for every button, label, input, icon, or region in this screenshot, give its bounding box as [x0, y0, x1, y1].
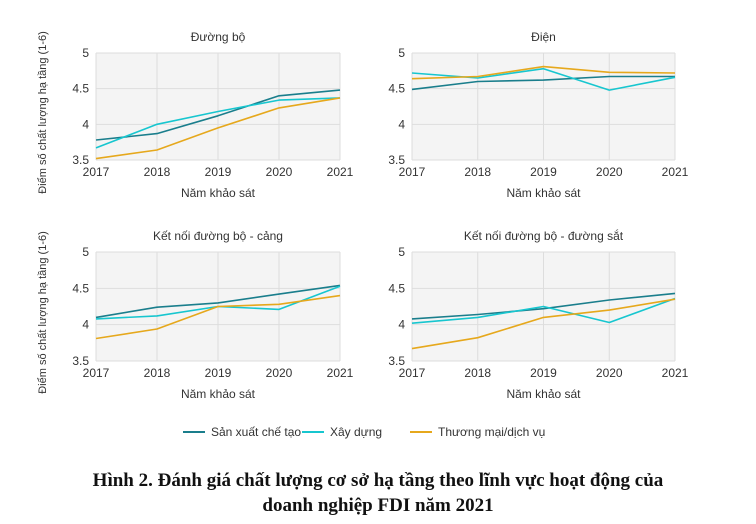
chart-panel-4: 3.5 4 4.5 5 2017 2018 2019 2020 2021 Kết nối đườn… [388, 228, 688, 401]
series-line-3 [411, 298, 676, 350]
x-tick-label: 2019 [205, 165, 232, 179]
y-tick-label: 5 [82, 245, 89, 259]
series-line-3 [411, 65, 676, 80]
y-tick-label: 5 [82, 46, 89, 60]
legend-label-2: Xây dựng [330, 425, 382, 439]
x-tick-label: 2020 [266, 165, 293, 179]
legend-label-1: Sản xuất chế tạo [211, 425, 301, 439]
series-line-2 [411, 67, 676, 91]
chart-legend: Sản xuất chế tạo Xây dựng Thương mại/dịch … [183, 425, 545, 439]
chart-panel-3: 3.5 4 4.5 5 2017 2018 2019 2020 2021 Kết nối đườn… [37, 229, 354, 401]
series-line-1 [95, 89, 341, 141]
y-tick-label: 4 [82, 318, 89, 332]
x-tick-label: 2018 [464, 366, 491, 380]
y-tick-label: 3.5 [72, 354, 89, 368]
x-tick-label: 2017 [83, 366, 110, 380]
chart-panel-1: 3.5 4 4.5 5 2017 2018 2019 2020 2021 Đường bộ Năm … [37, 30, 354, 200]
y-tick-label: 4 [398, 318, 405, 332]
panel-title: Điện [531, 30, 556, 44]
x-tick-label: 2021 [662, 366, 689, 380]
x-tick-label: 2021 [327, 366, 354, 380]
series-line-1 [95, 284, 341, 319]
x-tick-label: 2017 [83, 165, 110, 179]
x-tick-label: 2020 [596, 165, 623, 179]
series-line-1 [411, 75, 675, 91]
series-line-1 [411, 292, 676, 320]
y-axis-label: Điểm số chất lượng hạ tầng (1-6) [37, 231, 49, 394]
x-axis-label: Năm khảo sát [181, 186, 256, 200]
y-tick-label: 5 [398, 245, 405, 259]
series-line-3 [95, 97, 341, 160]
y-tick-label: 4 [398, 117, 405, 131]
y-tick-label: 3.5 [388, 354, 405, 368]
x-tick-label: 2020 [266, 366, 293, 380]
x-tick-label: 2018 [464, 165, 491, 179]
chart-figure: 3.5 4 4.5 5 2017 2018 2019 2020 2021 Đường bộ Năm … [37, 30, 689, 439]
panel-title: Kết nối đường bộ - cảng [153, 229, 283, 243]
x-tick-label: 2017 [399, 165, 426, 179]
legend-label-3: Thương mại/dịch vụ [438, 425, 545, 439]
y-tick-label: 4.5 [388, 82, 405, 96]
y-tick-label: 5 [398, 46, 405, 60]
x-tick-label: 2018 [144, 366, 171, 380]
y-tick-label: 4 [82, 117, 89, 131]
y-tick-label: 3.5 [72, 153, 89, 167]
y-tick-label: 4.5 [72, 82, 89, 96]
series-line-3 [95, 294, 341, 340]
chart-panel-2: 3.5 4 4.5 5 2017 2018 2019 2020 2021 Điện Năm khảo… [388, 30, 688, 200]
panel-title: Kết nối đường bộ - đường sắt [464, 228, 624, 243]
x-tick-label: 2021 [327, 165, 354, 179]
series-line-2 [95, 97, 341, 149]
x-tick-label: 2020 [596, 366, 623, 380]
x-axis-label: Năm khảo sát [506, 186, 581, 200]
x-tick-label: 2017 [399, 366, 426, 380]
figure-caption-line-2: doanh nghiệp FDI năm 2021 [262, 495, 494, 516]
x-tick-label: 2019 [530, 165, 557, 179]
x-tick-label: 2021 [662, 165, 689, 179]
x-tick-label: 2019 [530, 366, 557, 380]
y-tick-label: 3.5 [388, 153, 405, 167]
x-tick-label: 2019 [205, 366, 232, 380]
y-axis-label: Điểm số chất lượng hạ tầng (1-6) [37, 31, 49, 194]
x-axis-label: Năm khảo sát [506, 387, 581, 401]
x-axis-label: Năm khảo sát [181, 387, 256, 401]
x-tick-label: 2018 [144, 165, 171, 179]
series-line-2 [411, 297, 676, 324]
y-tick-label: 4.5 [72, 281, 89, 295]
y-tick-label: 4.5 [388, 281, 405, 295]
panel-title: Đường bộ [191, 30, 246, 44]
figure-caption-line-1: Hình 2. Đánh giá chất lượng cơ sở hạ tần… [92, 470, 664, 491]
